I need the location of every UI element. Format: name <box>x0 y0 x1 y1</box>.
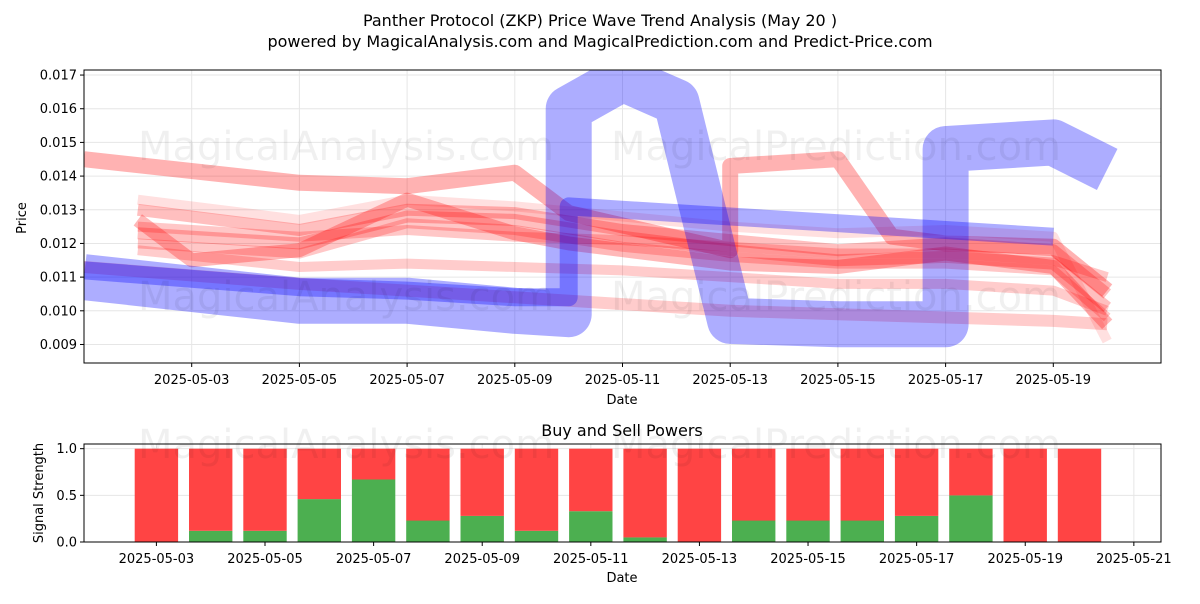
sell-power-bar <box>297 448 341 500</box>
price-xtick-label: 2025-05-07 <box>369 373 445 388</box>
red-wave-band <box>84 261 1108 331</box>
sell-power-bar <box>569 448 613 512</box>
red-wave-band <box>137 194 1112 344</box>
price-xtick-label: 2025-05-03 <box>154 373 230 388</box>
red-wave-band <box>133 192 1113 330</box>
red-wave-band <box>137 210 1111 313</box>
powers-xtick-label: 2025-05-03 <box>119 552 195 567</box>
powers-ytick-label: 0.5 <box>56 489 77 504</box>
powers-axes-frame <box>83 443 1162 543</box>
price-ytick-label: 0.011 <box>40 271 77 286</box>
powers-xtick-label: 2025-05-11 <box>553 552 629 567</box>
powers-xtick-label: 2025-05-13 <box>662 552 738 567</box>
blue-wave-band <box>84 197 1054 307</box>
powers-ticks: 2025-05-03 2025-05-05 2025-05-07 2025-05-09… <box>56 442 1171 567</box>
buy-power-bar <box>297 499 341 542</box>
price-ytick-label: 0.015 <box>40 136 77 151</box>
price-ytick-label: 0.009 <box>40 338 77 353</box>
buy-power-bar <box>786 520 830 542</box>
buy-power-bar <box>894 515 939 542</box>
chart-subtitle: powered by MagicalAnalysis.com and Magic… <box>267 32 932 51</box>
red-wave-band <box>137 203 1111 299</box>
powers-xtick-label: 2025-05-17 <box>879 552 955 567</box>
price-ytick-label: 0.013 <box>40 203 77 218</box>
powers-xtick-label: 2025-05-09 <box>444 552 520 567</box>
sell-power-bar <box>840 448 884 521</box>
price-xtick-label: 2025-05-19 <box>1016 373 1092 388</box>
watermark-prediction-bottom: MagicalPrediction.com <box>611 422 1061 468</box>
buy-power-bar <box>569 511 613 542</box>
price-xtick-label: 2025-05-09 <box>477 373 553 388</box>
price-xtick-label: 2025-05-11 <box>585 373 661 388</box>
powers-ylabel: Signal Strength <box>32 443 47 543</box>
buy-power-bar <box>623 537 667 542</box>
sell-power-bar <box>677 448 722 542</box>
sell-power-bar <box>514 448 559 531</box>
sell-power-bar <box>406 448 450 521</box>
price-bands <box>84 70 1118 348</box>
sell-power-bar <box>1003 448 1047 542</box>
red-wave-band <box>84 151 1113 297</box>
price-ytick-label: 0.010 <box>40 304 77 319</box>
powers-xtick-label: 2025-05-21 <box>1096 552 1172 567</box>
buy-power-bar <box>949 495 993 542</box>
buy-power-bar <box>406 520 450 542</box>
sell-power-bar <box>732 448 776 521</box>
buy-power-bar <box>514 530 559 542</box>
price-grid <box>84 70 1161 363</box>
price-ytick-label: 0.017 <box>40 69 77 84</box>
sell-power-bar <box>894 448 939 516</box>
powers-xtick-label: 2025-05-19 <box>987 552 1063 567</box>
watermark-analysis-top: MagicalAnalysis.com <box>138 124 554 170</box>
blue-wave-band <box>84 70 1118 348</box>
powers-title: Buy and Sell Powers <box>541 421 703 440</box>
red-wave-band <box>137 218 1111 322</box>
powers-xtick-label: 2025-05-05 <box>227 552 303 567</box>
powers-xlabel: Date <box>606 571 637 586</box>
powers-xtick-label: 2025-05-15 <box>770 552 846 567</box>
sell-power-bar <box>460 448 504 516</box>
sell-power-bar <box>351 448 396 480</box>
buy-power-bar <box>460 515 504 542</box>
powers-bars <box>134 448 1102 542</box>
price-xtick-label: 2025-05-05 <box>262 373 338 388</box>
price-ylabel: Price <box>15 202 30 234</box>
watermark-analysis-bottom: MagicalAnalysis.com <box>138 422 554 468</box>
buy-power-bar <box>189 530 233 542</box>
price-ytick-label: 0.016 <box>40 102 77 117</box>
sell-power-bar <box>134 448 179 542</box>
price-ytick-label: 0.012 <box>40 237 77 252</box>
sell-power-bar <box>1057 448 1102 542</box>
sell-power-bar <box>949 448 993 496</box>
price-xtick-label: 2025-05-13 <box>692 373 768 388</box>
buy-power-bar <box>840 520 884 542</box>
watermark-analysis-mid: MagicalAnalysis.com <box>138 274 554 320</box>
buy-power-bar <box>243 530 287 542</box>
watermark-prediction-mid: MagicalPrediction.com <box>611 274 1061 320</box>
price-xlabel: Date <box>606 393 637 408</box>
watermark-prediction-top: MagicalPrediction.com <box>611 124 1061 170</box>
red-wave-band <box>137 221 1109 282</box>
price-ticks: 2025-05-03 2025-05-05 2025-05-07 2025-05-09… <box>40 69 1091 388</box>
price-xtick-label: 2025-05-15 <box>800 373 876 388</box>
powers-ytick-label: 0.0 <box>56 536 77 551</box>
powers-xtick-label: 2025-05-07 <box>336 552 412 567</box>
buy-power-bar <box>732 520 776 542</box>
buy-power-bar <box>351 479 396 542</box>
sell-power-bar <box>243 448 287 531</box>
price-xtick-label: 2025-05-17 <box>908 373 984 388</box>
sell-power-bar <box>786 448 830 521</box>
powers-ytick-label: 1.0 <box>56 442 77 457</box>
price-ytick-label: 0.014 <box>40 170 77 185</box>
sell-power-bar <box>189 448 233 531</box>
red-wave-band <box>137 245 1109 316</box>
sell-power-bar <box>623 448 667 538</box>
chart-title: Panther Protocol (ZKP) Price Wave Trend … <box>363 11 837 30</box>
